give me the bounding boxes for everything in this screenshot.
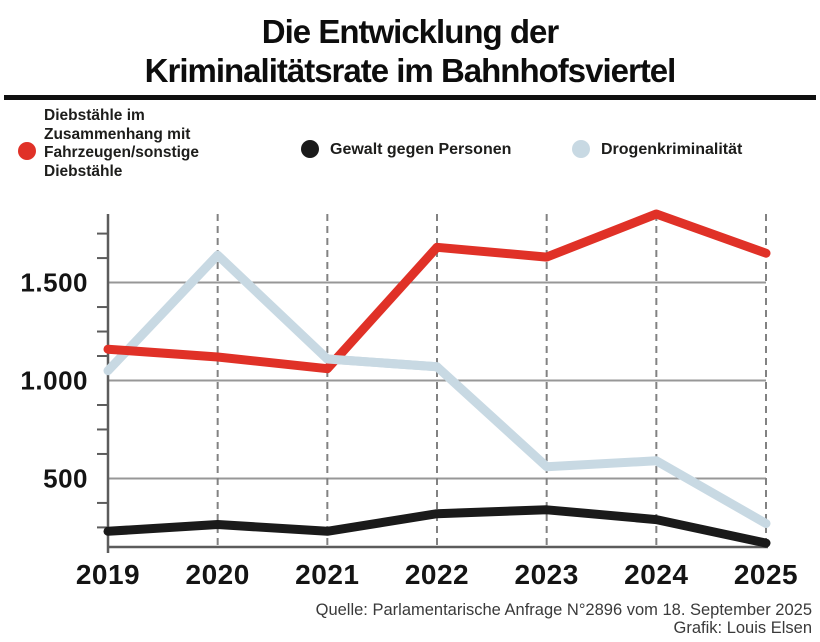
series-line-thefts bbox=[103, 209, 771, 374]
source-line: Quelle: Parlamentarische Anfrage N°2896 … bbox=[315, 601, 812, 619]
y-tick-label: 1.500 bbox=[20, 268, 88, 298]
page-title: Die Entwicklung der Kriminalitätsrate im… bbox=[0, 12, 820, 90]
legend-dot-violence bbox=[301, 140, 319, 158]
x-tick-label: 2021 bbox=[295, 559, 359, 590]
legend-label-violence: Gewalt gegen Personen bbox=[330, 141, 512, 158]
y-tick-label: 1.000 bbox=[20, 366, 88, 396]
legend-dot-thefts bbox=[18, 142, 36, 160]
series-line-drugs-overlay bbox=[322, 354, 442, 372]
series-line-violence bbox=[103, 505, 771, 548]
title-line-1: Die Entwicklung der bbox=[261, 13, 559, 50]
x-tick-label: 2022 bbox=[405, 559, 469, 590]
title-divider-rule bbox=[4, 95, 816, 100]
x-tick-label: 2025 bbox=[734, 559, 798, 590]
legend-label-drugs: Drogenkriminalität bbox=[601, 141, 743, 158]
y-tick-label: 500 bbox=[43, 463, 88, 493]
legend-label-thefts: Diebstähle im Zusammenhang mit Fahrzeuge… bbox=[44, 107, 200, 180]
credit-line: Grafik: Louis Elsen bbox=[673, 618, 812, 637]
x-tick-label: 2024 bbox=[624, 559, 688, 590]
legend-dot-drugs bbox=[572, 140, 590, 158]
x-tick-label: 2019 bbox=[76, 559, 140, 590]
title-line-2: Kriminalitätsrate im Bahnhofsviertel bbox=[144, 52, 677, 89]
x-tick-label: 2023 bbox=[515, 559, 579, 590]
x-tick-label: 2020 bbox=[186, 559, 250, 590]
chart-footer: Quelle: Parlamentarische Anfrage N°2896 … bbox=[315, 601, 812, 637]
